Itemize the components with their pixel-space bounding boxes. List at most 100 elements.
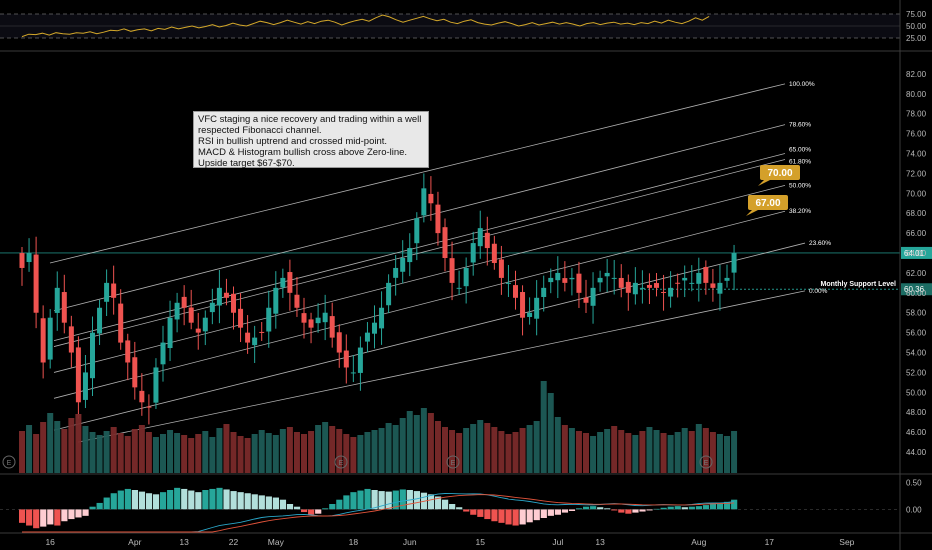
macd-histogram-bar bbox=[117, 490, 124, 510]
macd-histogram-bar bbox=[329, 504, 336, 510]
candle-body bbox=[583, 297, 589, 303]
candle-body bbox=[505, 282, 511, 284]
candle-body bbox=[393, 267, 399, 278]
x-tick-label: 22 bbox=[229, 537, 239, 547]
candle-body bbox=[118, 303, 124, 343]
volume-bar bbox=[265, 433, 272, 473]
candle-body bbox=[569, 277, 575, 280]
candle-body bbox=[611, 277, 617, 279]
candle-body bbox=[527, 312, 533, 317]
macd-histogram-bar bbox=[124, 488, 131, 510]
macd-histogram-bar bbox=[138, 491, 146, 510]
macd-histogram-bar bbox=[110, 493, 117, 510]
target-tag-pointer bbox=[746, 210, 758, 216]
volume-bar bbox=[357, 435, 364, 473]
earnings-marker-label: E bbox=[7, 460, 12, 467]
candle-body bbox=[167, 317, 173, 349]
volume-bar bbox=[343, 434, 350, 473]
candle-body bbox=[26, 253, 32, 263]
volume-bar bbox=[688, 431, 695, 473]
volume-bar bbox=[152, 437, 159, 473]
volume-bar bbox=[237, 436, 244, 473]
volume-bar bbox=[470, 424, 477, 473]
volume-bar bbox=[667, 435, 674, 473]
volume-bar bbox=[618, 430, 625, 473]
candle-body bbox=[336, 332, 342, 353]
macd-histogram-bar bbox=[611, 509, 618, 511]
candle-body bbox=[111, 283, 117, 298]
price-tick-label: 78.00 bbox=[906, 110, 927, 119]
candle-body bbox=[386, 282, 392, 306]
fib-level-label: 100.00% bbox=[789, 81, 815, 88]
candle-body bbox=[449, 258, 455, 283]
candle-body bbox=[97, 307, 103, 334]
volume-bar bbox=[547, 393, 554, 473]
macd-histogram-bar bbox=[413, 491, 420, 510]
macd-pane: 0.50 0.00 bbox=[0, 478, 922, 533]
macd-histogram-bar bbox=[646, 509, 653, 511]
price-tick-label: 58.00 bbox=[906, 309, 927, 318]
candle-body bbox=[329, 316, 335, 338]
price-axis: 82.00 80.00 78.00 76.00 74.00 72.00 70.00 68.00… bbox=[906, 70, 927, 457]
macd-histogram-bar bbox=[19, 509, 26, 523]
candle-body bbox=[724, 277, 730, 281]
macd-histogram-bar bbox=[188, 490, 195, 510]
candle-body bbox=[498, 259, 504, 278]
macd-histogram-bar bbox=[392, 490, 399, 510]
macd-histogram-bar bbox=[265, 496, 272, 510]
volume-bar bbox=[117, 433, 124, 473]
volume-bar bbox=[724, 436, 730, 473]
volume-bar bbox=[26, 425, 33, 473]
fib-line bbox=[53, 184, 786, 373]
rsi-band bbox=[0, 14, 900, 38]
volume-bar bbox=[575, 431, 582, 473]
macd-histogram-bar bbox=[724, 501, 731, 510]
volume-bar bbox=[413, 415, 420, 473]
candle-body bbox=[682, 277, 688, 281]
volume-bar bbox=[364, 432, 371, 473]
macd-histogram-bar bbox=[230, 491, 237, 510]
candle-body bbox=[47, 317, 53, 360]
macd-histogram-bar bbox=[427, 494, 435, 510]
macd-histogram-bar bbox=[244, 493, 251, 510]
volume-bar bbox=[463, 428, 470, 473]
macd-histogram-bar bbox=[322, 508, 329, 510]
macd-histogram-bar bbox=[40, 509, 47, 527]
volume-bar bbox=[75, 414, 82, 473]
macd-histogram-bar bbox=[54, 509, 61, 526]
candle-body bbox=[202, 317, 208, 332]
fib-line bbox=[53, 124, 786, 312]
analysis-annotation[interactable]: VFC staging a nice recovery and trading … bbox=[193, 111, 429, 169]
x-tick-label: Jun bbox=[403, 537, 417, 547]
macd-histogram-bar bbox=[350, 492, 357, 510]
macd-histogram-bar bbox=[519, 509, 526, 525]
macd-histogram-bar bbox=[96, 502, 103, 510]
macd-tick-label: 0.50 bbox=[906, 478, 922, 487]
price-tick-label: 72.00 bbox=[906, 169, 927, 178]
candle-body bbox=[675, 282, 681, 284]
macd-histogram-bar bbox=[709, 504, 717, 510]
macd-histogram-bar bbox=[82, 509, 89, 516]
candle-body bbox=[541, 287, 547, 297]
rsi-line bbox=[21, 14, 710, 38]
volume-bar bbox=[272, 435, 279, 473]
fib-level-label: 38.20% bbox=[789, 208, 811, 215]
macd-histogram-bar bbox=[526, 509, 533, 523]
macd-histogram-bar bbox=[702, 505, 710, 510]
candle-body bbox=[125, 340, 131, 363]
volume-bar bbox=[40, 422, 47, 473]
volume-bar bbox=[308, 431, 315, 473]
volume-bar bbox=[19, 431, 25, 473]
price-tick-label: 52.00 bbox=[906, 368, 927, 377]
price-tick-label: 50.00 bbox=[906, 388, 927, 397]
last-price-tag-text: 64.01 bbox=[904, 249, 925, 258]
volume-bar bbox=[611, 426, 618, 473]
macd-histogram-bar bbox=[286, 504, 294, 510]
volume-bar bbox=[427, 413, 434, 473]
macd-histogram-bar bbox=[145, 493, 153, 510]
volume-bar bbox=[33, 434, 40, 473]
volume-bar bbox=[498, 431, 505, 473]
fib-line bbox=[49, 83, 786, 264]
